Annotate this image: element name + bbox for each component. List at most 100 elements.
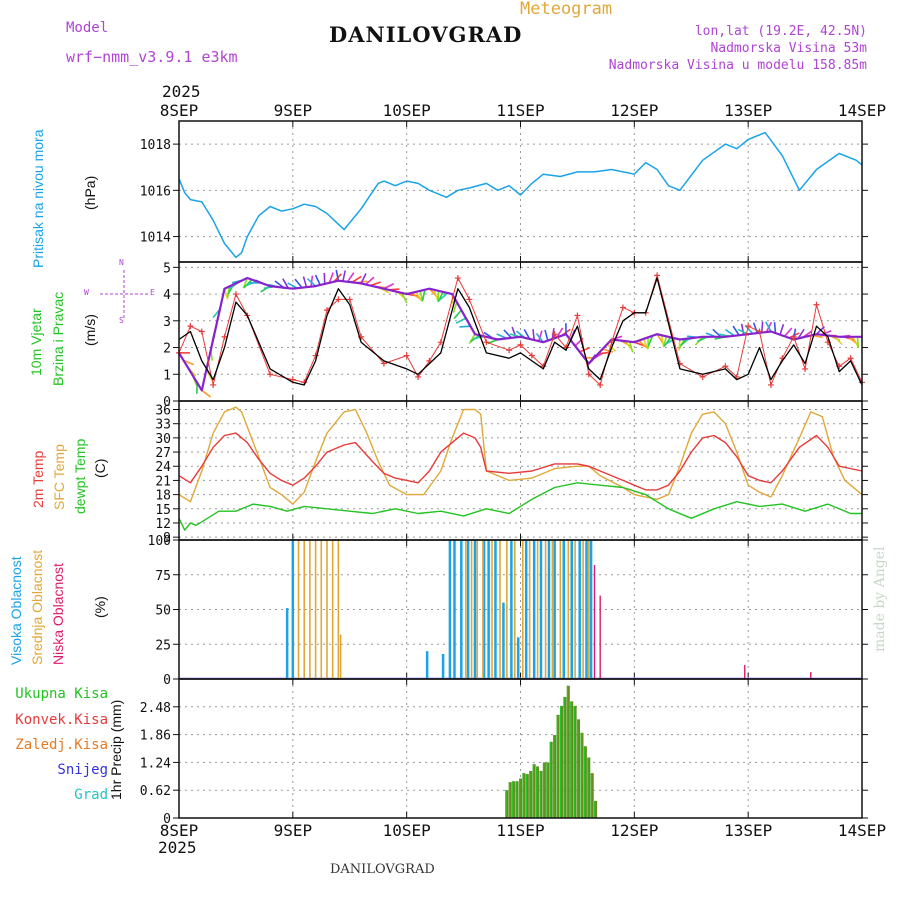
high-cloud-bar bbox=[570, 540, 573, 679]
y-tick-label: 1018 bbox=[140, 138, 171, 153]
wind-arrow bbox=[205, 369, 213, 380]
wind-arrow bbox=[360, 273, 367, 284]
mid-cloud-bar bbox=[465, 540, 467, 679]
wind-arrow bbox=[852, 336, 859, 347]
wind-gust-marker bbox=[232, 291, 239, 298]
y-tick-label: 18 bbox=[155, 489, 171, 504]
wind-arrow bbox=[535, 333, 544, 343]
y-tick-label: 3 bbox=[163, 315, 171, 330]
wind-arrow bbox=[243, 279, 253, 289]
total-precip-bar bbox=[559, 705, 563, 818]
y-tick-label: 0 bbox=[163, 673, 171, 688]
high-cloud-bar bbox=[285, 608, 289, 679]
panel-border bbox=[178, 678, 863, 819]
high-cloud-bar bbox=[448, 540, 452, 679]
total-precip-bar bbox=[508, 782, 512, 818]
mid-cloud-bar bbox=[331, 540, 334, 679]
wind-gust-marker bbox=[767, 381, 774, 388]
wind-gust-marker bbox=[483, 339, 490, 346]
sfc-temp-line bbox=[178, 406, 863, 505]
wind-arrow bbox=[401, 292, 408, 304]
mid-cloud-bar bbox=[551, 540, 554, 679]
wind-arrow bbox=[342, 270, 346, 282]
total-precip-highlight bbox=[529, 770, 531, 818]
total-precip-highlight bbox=[539, 770, 541, 818]
high-cloud-bar bbox=[502, 602, 505, 679]
wind-gust-marker bbox=[756, 328, 763, 335]
y-tick-label: 25 bbox=[155, 638, 171, 653]
total-precip-bar bbox=[563, 696, 567, 818]
mid-cloud-bar bbox=[521, 540, 524, 679]
total-precip-bar bbox=[519, 778, 522, 818]
wind-arrow bbox=[647, 335, 654, 347]
wind-arrow bbox=[452, 301, 458, 313]
mid-cloud-bar bbox=[491, 540, 493, 679]
wind-arrow bbox=[437, 291, 444, 303]
high-cloud-bar bbox=[510, 540, 513, 679]
mid-cloud-bar bbox=[339, 634, 342, 679]
mid-cloud-bar bbox=[314, 540, 317, 679]
high-cloud-bar bbox=[532, 540, 536, 679]
low-cloud-bar bbox=[744, 665, 746, 679]
x-tick-label-bottom: 13SEP bbox=[724, 821, 772, 840]
panel-border bbox=[178, 120, 863, 263]
total-precip-bar bbox=[573, 705, 577, 818]
y-tick-label: 24 bbox=[155, 460, 171, 475]
y-tick-label: 1.24 bbox=[140, 756, 171, 771]
meteogram-subtitle: Meteogram bbox=[520, 0, 613, 19]
wind-arrow bbox=[201, 389, 212, 398]
year-top: 2025 bbox=[162, 82, 201, 101]
high-cloud-bar bbox=[453, 540, 456, 679]
high-cloud-bar bbox=[585, 540, 588, 679]
total-precip-highlight bbox=[536, 766, 538, 818]
y-tick-label: 1 bbox=[163, 368, 171, 383]
wind-arrow bbox=[773, 322, 777, 334]
total-precip-highlight bbox=[519, 778, 521, 818]
total-precip-highlight bbox=[563, 696, 565, 818]
y-tick-label: 9 bbox=[163, 531, 171, 546]
wind-arrow bbox=[856, 336, 860, 348]
wind-arrow bbox=[503, 329, 512, 339]
total-precip-bar bbox=[532, 764, 536, 818]
total-precip-bar bbox=[566, 685, 570, 818]
wind-arrow bbox=[523, 328, 531, 340]
total-precip-highlight bbox=[566, 685, 569, 818]
wind-gust-marker bbox=[210, 381, 217, 388]
wind-gust-line bbox=[178, 274, 863, 386]
wind-gust-marker bbox=[346, 296, 353, 303]
high-cloud-bar bbox=[441, 653, 445, 679]
wind-arrow bbox=[834, 335, 843, 346]
wind-gust-marker bbox=[403, 352, 410, 359]
total-precip-highlight bbox=[577, 719, 579, 818]
wind-arrow bbox=[551, 327, 555, 340]
wind-gust-marker bbox=[790, 333, 797, 340]
mid-cloud-bar bbox=[482, 540, 484, 679]
wind-arrow bbox=[328, 272, 334, 284]
high-cloud-bar bbox=[562, 540, 566, 679]
wind-arrow bbox=[660, 335, 665, 347]
pressure-line bbox=[178, 131, 863, 259]
total-precip-bar bbox=[505, 790, 509, 818]
total-precip-highlight bbox=[522, 773, 524, 818]
low-cloud-bar bbox=[810, 672, 812, 679]
wind-arrow bbox=[597, 351, 609, 355]
y-tick-label: 30 bbox=[155, 432, 171, 447]
wind-gust-marker bbox=[187, 323, 194, 330]
y-tick-label: 0.62 bbox=[140, 784, 171, 799]
total-precip-highlight bbox=[583, 746, 586, 818]
high-cloud-bar bbox=[524, 540, 528, 679]
total-precip-bar bbox=[583, 746, 587, 818]
y-tick-label: 27 bbox=[155, 446, 171, 461]
wind-arrow bbox=[740, 323, 745, 335]
wind-arrow bbox=[724, 328, 735, 337]
wind-arrow bbox=[556, 327, 564, 338]
wind-arrow bbox=[532, 329, 535, 341]
wind-arrow bbox=[433, 289, 439, 301]
wind-arrow bbox=[302, 276, 308, 288]
total-precip-bar bbox=[587, 757, 591, 818]
wind-dir-legend-s: S bbox=[119, 316, 124, 325]
wind-direction-line bbox=[178, 276, 862, 392]
wind-gust-marker bbox=[528, 352, 535, 359]
wind-gust-marker bbox=[551, 331, 558, 338]
wind-arrow bbox=[437, 290, 440, 302]
